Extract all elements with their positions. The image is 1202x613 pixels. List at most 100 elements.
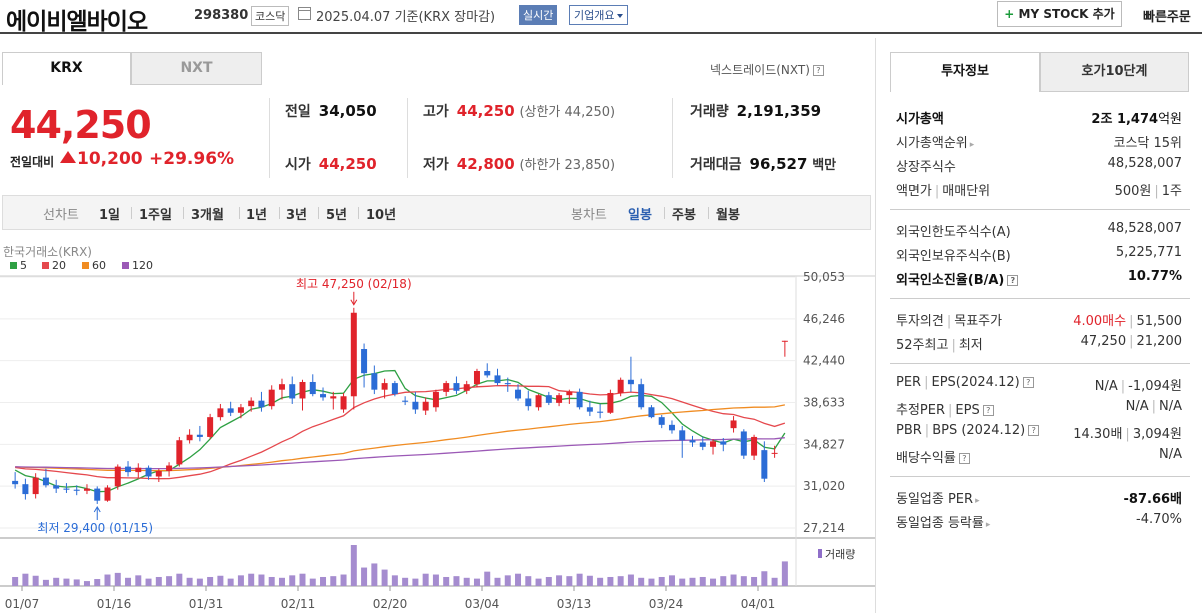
prev-value: 34,050 (318, 102, 377, 120)
volume-bar (186, 577, 193, 586)
price-chart[interactable]: 한국거래소(KRX) 5 20 60 120 50,053 46,246 42,440 38… (0, 240, 875, 613)
shares-label: 상장주식수 (896, 160, 956, 175)
period-5y[interactable]: 5년 (326, 208, 348, 223)
tab-krx[interactable]: KRX (2, 52, 131, 85)
help-icon[interactable]: ? (982, 405, 994, 416)
candle-body (689, 440, 696, 443)
divider (890, 298, 1190, 299)
ma-line-120 (15, 437, 785, 470)
moving-averages (14, 369, 786, 493)
nxt-link[interactable]: 넥스트레이드(NXT)? (710, 61, 824, 78)
candle-body (22, 484, 29, 495)
opinion-value: 4.00매수 | 51,500 (1073, 310, 1182, 329)
per-eps-label: PER | EPS(2024.12)? (896, 375, 1034, 390)
candle-monthly[interactable]: 월봉 (716, 208, 740, 223)
period-1w[interactable]: 1주일 (139, 208, 172, 223)
period-1d[interactable]: 1일 (99, 208, 121, 223)
week52-value: 47,250 | 21,200 (1081, 334, 1182, 349)
industry-per-label[interactable]: 동일업종 PER ▸ (896, 488, 980, 507)
candle-body (720, 441, 727, 445)
x-tick-label: 02/20 (373, 597, 408, 611)
rank-label[interactable]: 시가총액순위 ▸ (896, 132, 974, 151)
volume-bar (340, 574, 347, 586)
volume-bar (73, 579, 80, 586)
help-icon[interactable]: ? (1007, 275, 1019, 286)
unit-label: 매매단위 (942, 184, 991, 199)
candle-body (494, 375, 501, 384)
help-icon[interactable]: ? (812, 65, 824, 76)
volume-bar (289, 575, 296, 586)
legend-label: 120 (132, 259, 153, 272)
candle-body (658, 417, 665, 425)
x-tick-label: 03/24 (649, 597, 684, 611)
period-3y[interactable]: 3년 (286, 208, 308, 223)
volume-bar (730, 574, 737, 586)
date-text: 2025.04.07 기준(KRX 장마감) (316, 10, 496, 25)
divider: | (951, 338, 956, 353)
x-tick-label: 04/01 (741, 597, 776, 611)
help-icon[interactable]: ? (958, 453, 970, 464)
divider: | (948, 403, 953, 418)
candle-body (566, 391, 573, 396)
volume-bar (740, 576, 747, 586)
candle-body (42, 477, 49, 486)
y-axis: 50,053 46,246 42,440 38,633 34,827 31,020 27,2… (803, 270, 845, 535)
stock-header: 에이비엘바이오 298380 코스닥 2025.04.07 기준(KRX 장마감… (0, 0, 1202, 35)
tab-investment-info[interactable]: 투자정보 (890, 52, 1040, 92)
candle-body (545, 395, 552, 403)
low-value: 42,800 (456, 155, 515, 173)
y-tick-label: 50,053 (803, 270, 845, 284)
candle-weekly[interactable]: 주봉 (672, 208, 696, 223)
divider (183, 207, 184, 219)
divider (358, 207, 359, 219)
industry-rate-label-text: 동일업종 등락률 (896, 516, 984, 531)
my-stock-add-button[interactable]: + MY STOCK 추가 (997, 1, 1122, 27)
candle-body (730, 420, 737, 429)
volume-bar (12, 576, 19, 586)
pbr-bps-label: PBR | BPS (2024.12)? (896, 423, 1040, 438)
ma-line-5 (14, 369, 786, 493)
volume-bar (237, 575, 244, 586)
candle-body (217, 408, 224, 418)
dividend-label: 배당수익률? (896, 447, 970, 466)
industry-rate-label[interactable]: 동일업종 등락률 ▸ (896, 512, 990, 531)
help-icon[interactable]: ? (1028, 425, 1040, 436)
period-10y[interactable]: 10년 (366, 208, 397, 223)
pbr-bps-value: 14.30배 | 3,094원 (1073, 423, 1182, 442)
divider (318, 207, 319, 219)
period-3m[interactable]: 3개월 (191, 208, 224, 223)
chart-annotations: 최고 47,250 (02/18) 최저 29,400 (01/15) (37, 277, 411, 535)
tab-order-book[interactable]: 호가10단계 (1040, 52, 1189, 92)
period-1y[interactable]: 1년 (246, 208, 268, 223)
candle-body (381, 383, 388, 390)
row-face-value: 액면가 | 매매단위 500원 | 1주 (896, 180, 1182, 202)
foreign-ratio-value: 10.77% (1127, 269, 1182, 284)
info-prev: 전일 34,050 (285, 101, 377, 121)
open-label: 시가 (285, 157, 311, 173)
row-foreign-limit: 외국인한도주식수(A) 48,528,007 (896, 221, 1182, 243)
candle-body (114, 466, 121, 487)
volume-bar (53, 577, 60, 586)
quick-order-button[interactable]: 빠른주문 (1143, 10, 1191, 25)
volume-label: 거래량 (690, 104, 729, 120)
help-icon[interactable]: ? (1022, 377, 1034, 388)
company-overview-button[interactable]: 기업개요 (569, 5, 629, 25)
divider (708, 207, 709, 219)
volume-bar (196, 578, 203, 586)
candle-body (668, 424, 675, 431)
open-value: 44,250 (318, 155, 377, 173)
tab-nxt[interactable]: NXT (131, 52, 262, 85)
amount-unit: 백만 (812, 158, 837, 173)
change-label: 전일대비 (10, 155, 55, 169)
volume-bar (679, 578, 686, 586)
candle-daily[interactable]: 일봉 (628, 208, 652, 223)
industry-per-label-text: 동일업종 PER (896, 492, 974, 507)
realtime-button[interactable]: 실시간 (519, 5, 558, 25)
candle-body (463, 384, 470, 391)
volume-bar (576, 573, 583, 586)
stock-name: 에이비엘바이오 (6, 9, 148, 35)
volume-bar (761, 571, 768, 586)
volume-bar (63, 578, 70, 586)
candle-body (679, 430, 686, 441)
row-est-per: 추정PER | EPS? N/A | N/A (896, 399, 1182, 421)
